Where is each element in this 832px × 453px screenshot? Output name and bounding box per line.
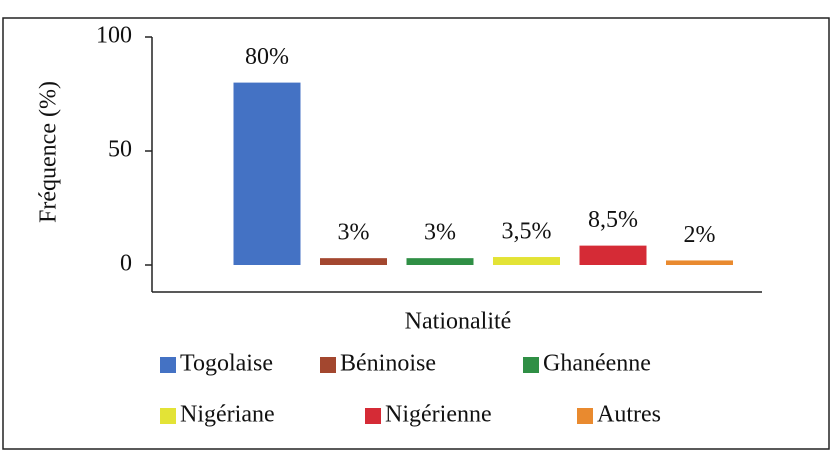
y-tick-label: 100 xyxy=(96,23,132,49)
legend-swatch xyxy=(160,357,176,373)
value-label: 2% xyxy=(684,222,716,248)
legend-swatch xyxy=(365,408,381,424)
bar xyxy=(406,258,474,265)
bar xyxy=(579,245,647,265)
bar xyxy=(233,82,301,265)
y-axis-label: Fréquence (%) xyxy=(36,81,62,223)
value-label: 3% xyxy=(424,220,456,246)
value-label: 3% xyxy=(338,220,370,246)
bar xyxy=(493,257,560,265)
legend-label: Béninoise xyxy=(340,351,436,377)
value-label: 8,5% xyxy=(588,207,638,233)
legend-swatch xyxy=(523,357,539,373)
bar xyxy=(666,260,733,265)
legend-label: Ghanéenne xyxy=(543,351,651,377)
x-axis-label: Nationalité xyxy=(405,309,512,335)
legend-label: Nigériane xyxy=(180,402,275,428)
legend-swatch xyxy=(320,357,336,373)
legend-label: Autres xyxy=(597,402,661,428)
value-label: 3,5% xyxy=(502,219,552,245)
value-label: 80% xyxy=(245,44,289,70)
legend-swatch xyxy=(160,408,176,424)
legend-swatch xyxy=(577,408,593,424)
y-tick-label: 50 xyxy=(108,137,132,163)
legend-label: Togolaise xyxy=(180,351,273,377)
frame xyxy=(2,17,830,450)
bar xyxy=(320,258,387,265)
y-tick-label: 0 xyxy=(120,251,132,277)
legend-label: Nigérienne xyxy=(385,402,492,428)
